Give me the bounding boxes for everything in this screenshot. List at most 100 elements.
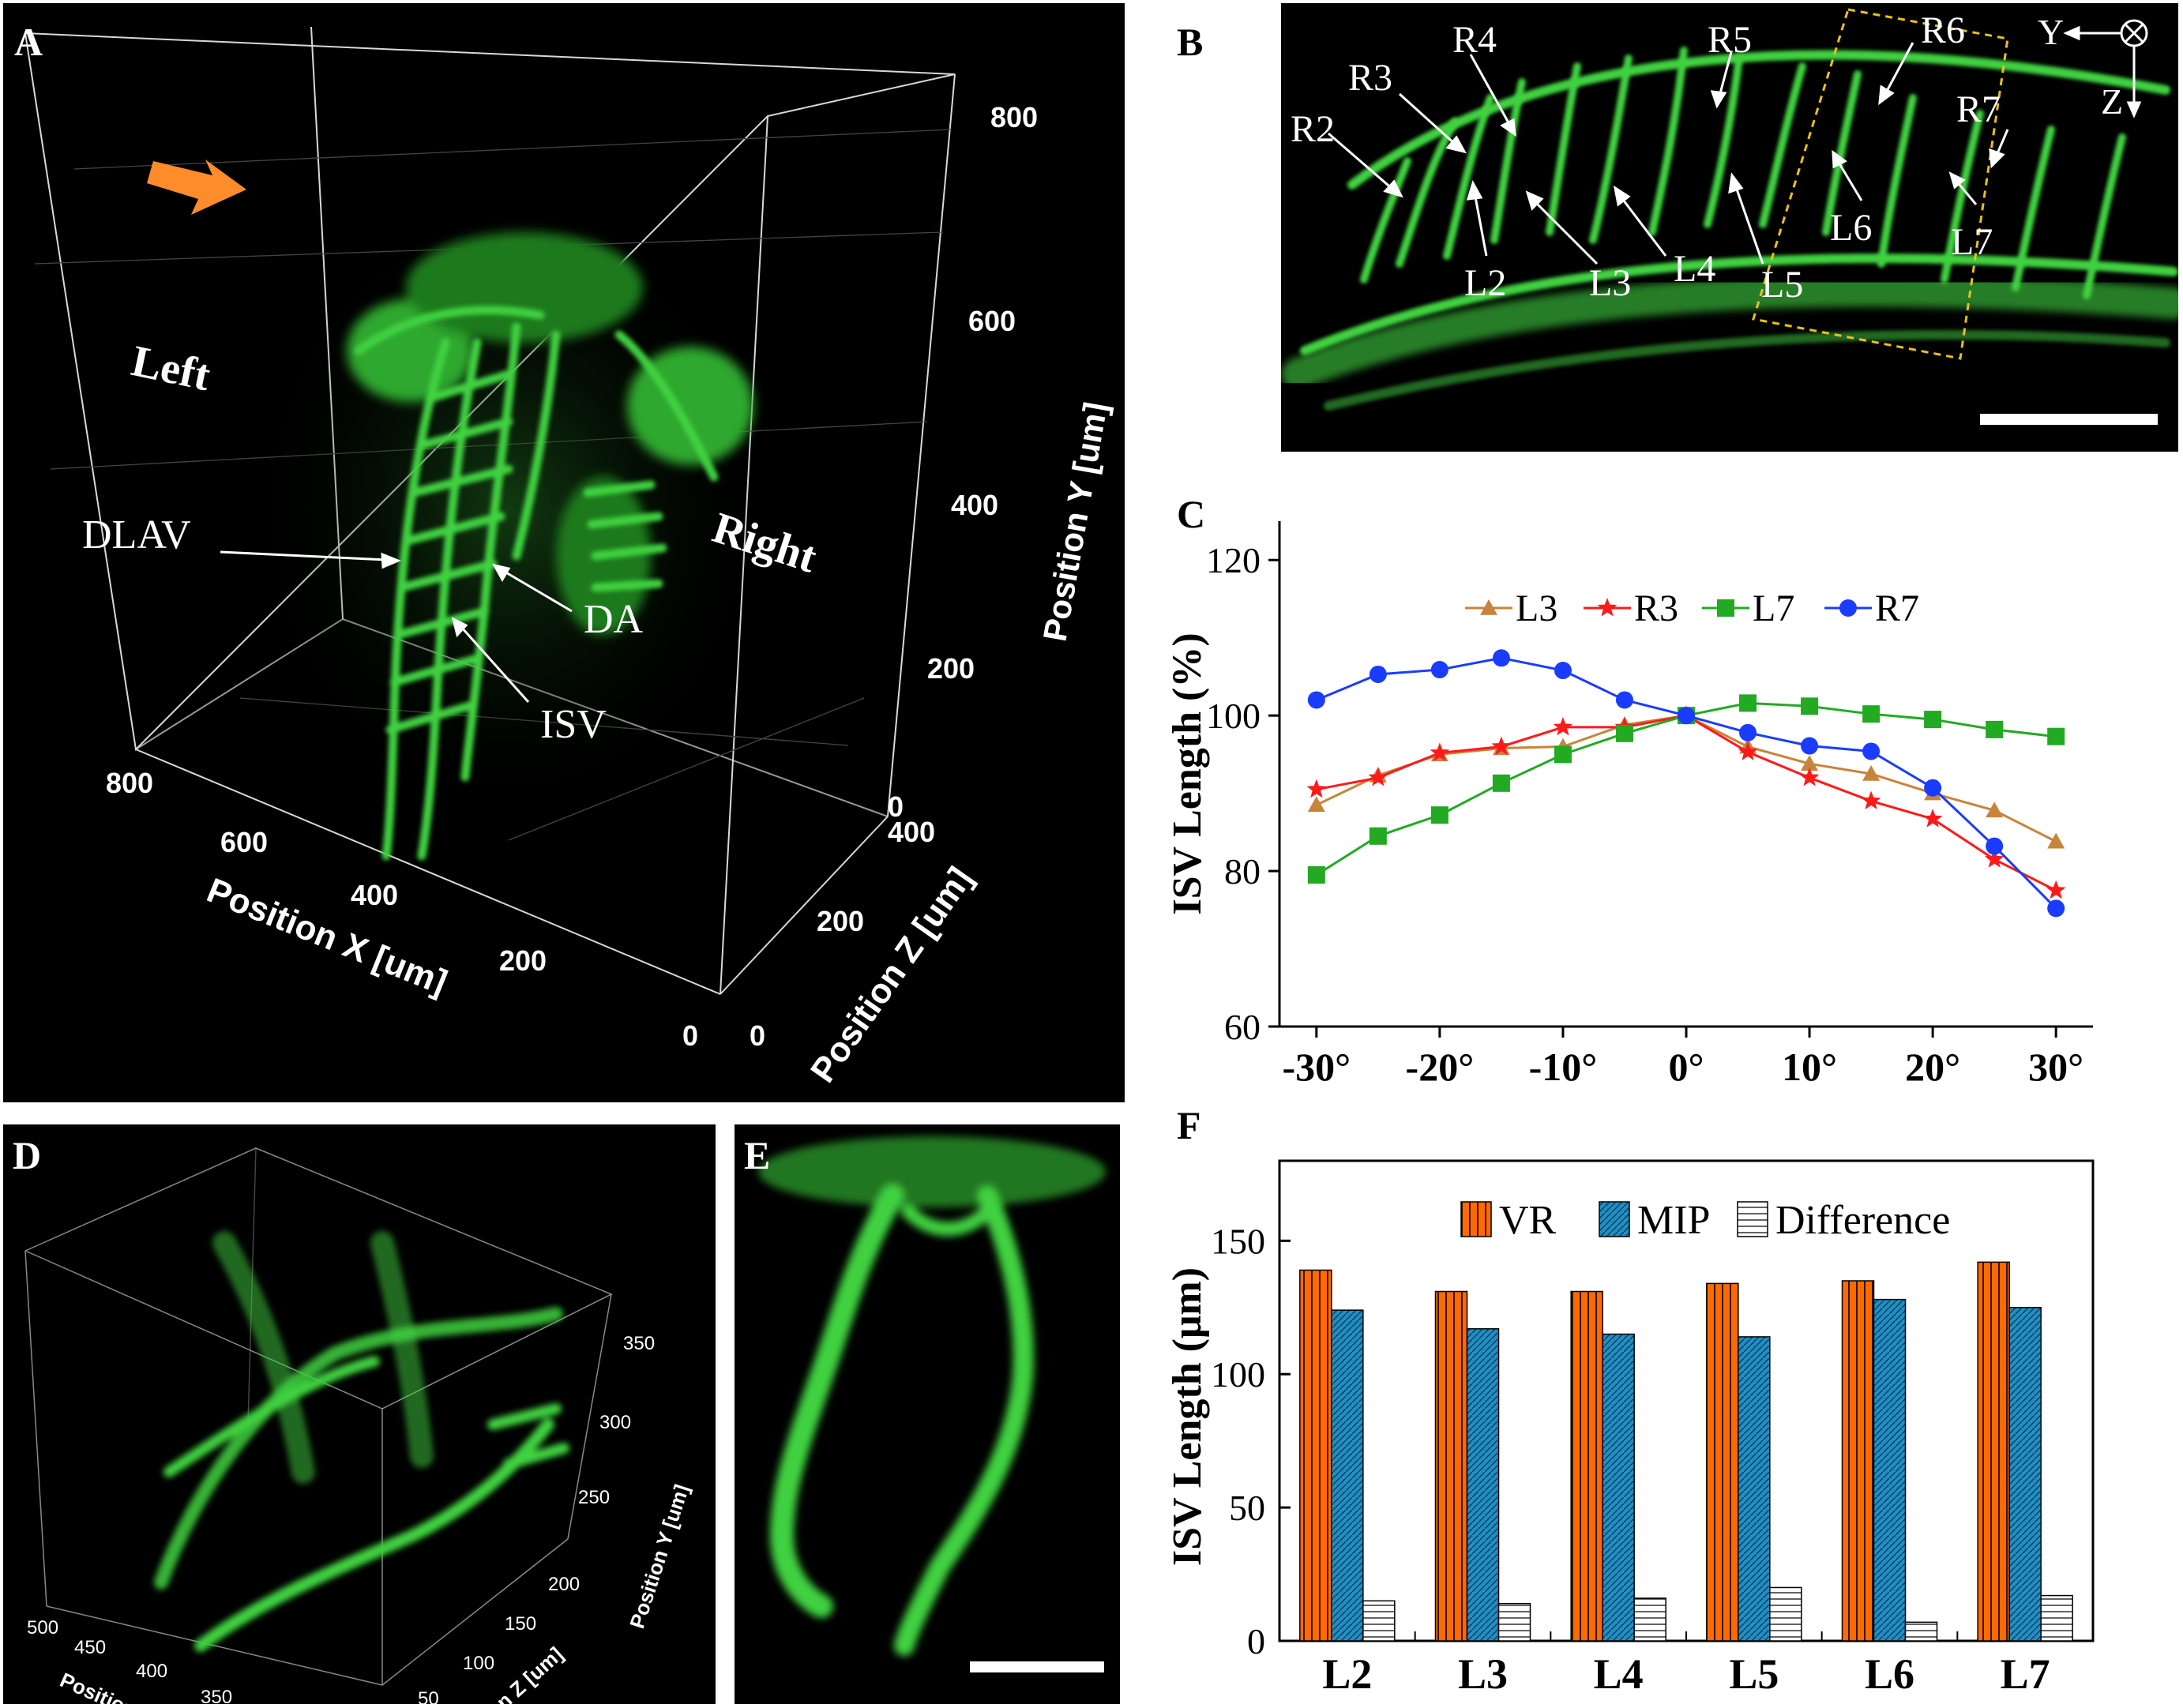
data-point (2046, 880, 2066, 899)
x-tick: 450 (74, 1637, 106, 1658)
bar-vr (1570, 1290, 1603, 1642)
y-tick: 200 (927, 652, 975, 685)
y-tick: 300 (599, 1412, 631, 1433)
panel-b-svg: R2 R3 R4 R5 R6 R7 L2 L3 L4 L5 L6 L7 Y Z (1281, 8, 2178, 425)
y-tick: 400 (951, 489, 998, 521)
y-axis-label: ISV Length (μm) (1165, 1267, 1210, 1566)
panel-letter-e: E (744, 1133, 771, 1177)
legend-swatch (1599, 1201, 1630, 1237)
z-tick: 0 (750, 1019, 765, 1052)
label-l3: L3 (1589, 262, 1631, 304)
label-r7: R7 (1956, 88, 2001, 130)
x-axis-ticks: 800 600 400 200 0 (106, 767, 698, 1052)
orientation-marker (2063, 19, 2148, 118)
y-tick: 250 (578, 1487, 610, 1508)
data-point (1430, 806, 1448, 824)
x-tick: 350 (201, 1687, 232, 1704)
bar-mip (2008, 1307, 2042, 1642)
y-tick-label: 100 (1211, 1354, 1265, 1395)
series-r7 (1307, 649, 2065, 918)
data-point (1615, 724, 1633, 742)
y-tick: 600 (968, 305, 1016, 337)
panel-letter-c: C (1177, 492, 1206, 536)
bar-difference (1633, 1597, 1666, 1642)
z-tick: 150 (505, 1613, 536, 1635)
y-tick: 350 (623, 1333, 655, 1354)
axes-frame (1278, 521, 2093, 1028)
x-tick: 400 (136, 1661, 167, 1682)
legend-label: MIP (1637, 1198, 1710, 1243)
data-point (1986, 837, 2004, 855)
data-point (1491, 736, 1512, 756)
data-point (1553, 716, 1573, 736)
label-l6: L6 (1830, 207, 1872, 249)
panel-letter-d: D (13, 1133, 42, 1177)
panel-a-volume-render: Left Right DLAV DA ISV 800 600 400 200 0… (3, 3, 1125, 1102)
y-tick: 800 (990, 101, 1038, 133)
x-tick-label: L5 (1729, 1650, 1779, 1698)
data-point (1984, 849, 2005, 868)
bar-vr (1841, 1280, 1875, 1642)
x-tick-label: -10° (1529, 1045, 1598, 1089)
y-tick: 0 (888, 790, 904, 823)
x-axis-label: Position X [um] (201, 871, 453, 1002)
data-point (1554, 745, 1572, 764)
bar-vr (1977, 1261, 2010, 1642)
panel-e-svg (758, 1136, 1106, 1672)
x-axis-label-d: Position X [um] (57, 1668, 204, 1704)
data-point (1430, 661, 1448, 679)
legend-label: VR (1499, 1198, 1557, 1243)
bar-difference (1769, 1586, 1802, 1642)
z-axis-ticks-d: 200 150 100 50 (418, 1574, 580, 1704)
legend-marker (1480, 599, 1497, 615)
y-tick-label: 50 (1229, 1488, 1265, 1528)
legend-marker (1717, 599, 1734, 617)
series-line (1316, 714, 2057, 843)
data-point (1801, 697, 1819, 715)
x-tick: 800 (106, 767, 153, 799)
axis-y-letter: Y (2038, 12, 2064, 52)
legend-swatch (1460, 1201, 1492, 1237)
data-point (1924, 711, 1942, 729)
label-r5: R5 (1708, 19, 1752, 61)
data-point (1861, 790, 1881, 809)
panel-letter-f: F (1177, 1103, 1201, 1147)
y-axis-label: ISV Length (%) (1165, 633, 1210, 914)
series-line (1316, 701, 2057, 877)
data-point (1369, 665, 1387, 683)
y-tick-label: 60 (1224, 1007, 1261, 1047)
annotation-arrows (1328, 42, 2009, 265)
z-tick: 50 (418, 1688, 439, 1704)
panel-letter-b: B (1177, 20, 1204, 64)
data-point (1922, 809, 1943, 828)
x-tick-label: -30° (1282, 1045, 1351, 1089)
x-tick: 200 (499, 944, 547, 977)
z-tick: 200 (817, 905, 864, 937)
y-axis-ticks-d: 350 300 250 (578, 1333, 655, 1508)
z-axis-label-d: Position Z [um] (441, 1642, 568, 1704)
data-point (2047, 832, 2065, 849)
bar-vr (1434, 1290, 1468, 1642)
y-axis-label: Position Y [um] (1036, 400, 1115, 644)
data-point (1986, 801, 2004, 818)
legend-label: Difference (1775, 1198, 1950, 1243)
data-point (1307, 866, 1325, 884)
da-label: DA (584, 597, 644, 642)
label-r2: R2 (1291, 108, 1335, 150)
panel-d-isv-zoom-render: 500 450 400 350 300 Position X [um] 200 … (3, 1124, 716, 1704)
data-point (1862, 765, 1881, 781)
x-tick-label: L6 (1865, 1650, 1914, 1698)
roi-box (1752, 8, 2009, 360)
bar-mip (1738, 1336, 1771, 1642)
data-point (2047, 727, 2065, 745)
vessel-render (347, 232, 753, 861)
data-point (1430, 742, 1450, 761)
y-tick-label: 150 (1211, 1221, 1265, 1261)
data-point (1799, 767, 1820, 786)
data-point (1862, 742, 1881, 760)
data-point (1307, 691, 1325, 709)
data-point (1738, 741, 1758, 760)
x-tick: 600 (220, 826, 268, 858)
y-axis-ticks: 800 600 400 200 0 (888, 101, 1038, 823)
